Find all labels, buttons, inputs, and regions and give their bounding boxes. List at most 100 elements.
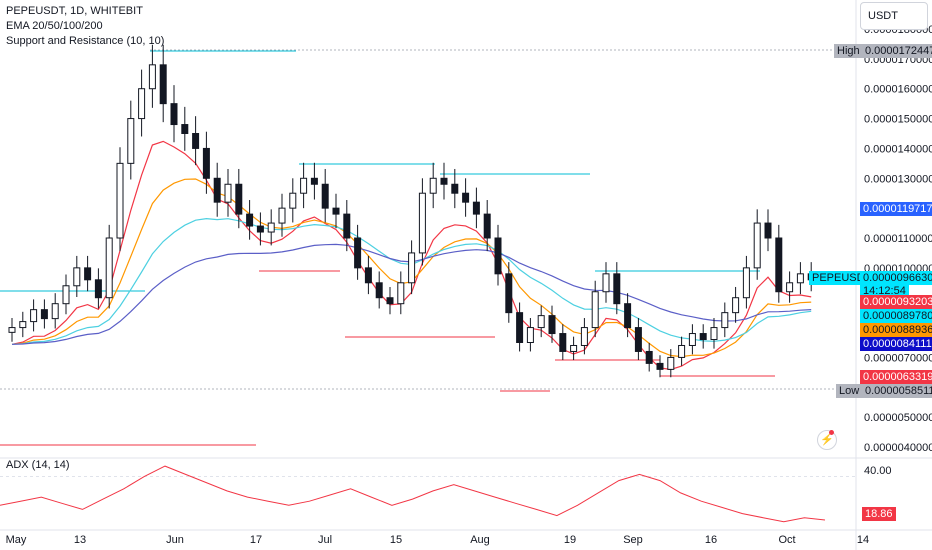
time-tick-label: 19	[564, 534, 576, 546]
time-tick-label: 14	[857, 534, 869, 546]
price-tick-label: 0.0000160000	[864, 84, 932, 96]
currency-button[interactable]: USDT	[860, 2, 928, 30]
candle-up	[62, 285, 70, 305]
candle-up	[591, 291, 599, 329]
price-tick-label: 0.0000040000	[864, 442, 932, 454]
candle-up	[138, 88, 146, 120]
candle-up	[73, 267, 81, 287]
candle-down	[559, 333, 567, 352]
candle-up	[278, 207, 286, 224]
candle-up	[105, 237, 113, 299]
candle-up	[602, 273, 610, 293]
time-tick-label: Aug	[470, 534, 490, 546]
symbol-legend[interactable]: PEPEUSDT, 1D, WHITEBIT	[6, 5, 143, 17]
candle-up	[721, 312, 729, 329]
candle-up	[300, 177, 308, 194]
candle-down	[192, 133, 200, 149]
candle-up	[418, 192, 426, 254]
adx-legend[interactable]: ADX (14, 14)	[6, 459, 70, 471]
candle-down	[548, 315, 556, 335]
candle-up	[667, 356, 675, 370]
candle-down	[256, 225, 264, 233]
candle-down	[645, 350, 653, 364]
ema20-tag: 0.0000093203	[860, 295, 932, 309]
candle-up	[688, 333, 696, 346]
high-value-tag: 0.0000172447	[862, 44, 932, 58]
candlesticks	[8, 44, 815, 378]
candle-down	[451, 183, 459, 194]
price-tick-label: 0.0000150000	[864, 114, 932, 126]
candle-down	[202, 147, 210, 179]
candle-down	[516, 312, 524, 343]
candle-down	[505, 273, 513, 314]
candle-down	[321, 183, 329, 209]
blue-price-tag: 0.0000119717	[860, 202, 932, 216]
candle-up	[570, 344, 578, 352]
time-tick-label: Jun	[166, 534, 184, 546]
low-value-tag: 0.0000058511	[862, 384, 932, 398]
candle-down	[483, 213, 491, 239]
candle-down	[181, 124, 189, 134]
time-tick-label: Jul	[318, 534, 332, 546]
candle-up	[526, 327, 534, 344]
candle-up	[537, 315, 545, 329]
candle-up	[429, 177, 437, 194]
candle-down	[634, 327, 642, 352]
adx-line	[0, 465, 826, 523]
adx-pane[interactable]	[0, 465, 856, 523]
candle-down	[310, 177, 318, 185]
time-tick-label: 17	[250, 534, 262, 546]
candle-down	[40, 309, 48, 320]
time-tick-label: Sep	[623, 534, 643, 546]
time-tick-label: 16	[705, 534, 717, 546]
price-tick-label: 0.0000050000	[864, 412, 932, 424]
candle-up	[742, 267, 750, 299]
ema-legend[interactable]: EMA 20/50/100/200	[6, 20, 103, 32]
candle-down	[364, 267, 372, 284]
candle-up	[19, 321, 27, 329]
symbol-tag: PEPEUSDT	[809, 271, 875, 285]
candle-down	[235, 183, 243, 215]
candle-up	[116, 162, 124, 239]
candle-up	[397, 282, 405, 305]
candle-down	[440, 177, 448, 185]
candle-down	[656, 362, 664, 370]
candle-down	[354, 237, 362, 269]
candle-up	[710, 327, 718, 341]
candle-down	[170, 103, 178, 126]
time-tick-label: 15	[390, 534, 402, 546]
low-label-tag: Low	[836, 384, 863, 398]
high-label-tag: High	[834, 44, 863, 58]
candle-up	[580, 327, 588, 346]
candle-down	[764, 222, 772, 239]
countdown-tag: 14:12:54	[860, 284, 909, 298]
candle-down	[472, 201, 480, 215]
candle-down	[613, 273, 621, 305]
candle-down	[213, 177, 221, 203]
candle-up	[796, 273, 804, 284]
candle-up	[8, 327, 16, 333]
candle-down	[494, 237, 502, 275]
candle-up	[289, 192, 297, 209]
adx-tick-label: 40.00	[864, 465, 892, 477]
candle-down	[462, 192, 470, 203]
candle-up	[408, 252, 416, 284]
ema50-tag: 0.0000089780	[860, 309, 932, 323]
candle-down	[332, 207, 340, 215]
candle-up	[678, 344, 686, 358]
candle-down	[246, 213, 254, 227]
candle-up	[224, 183, 232, 203]
lightning-icon[interactable]: ⚡	[817, 430, 837, 450]
axes: 0.00001800000.00001700000.00001600000.00…	[6, 24, 932, 546]
candle-up	[267, 222, 275, 233]
candle-up	[786, 282, 794, 293]
support-resistance-lines	[0, 49, 856, 446]
candle-down	[343, 213, 351, 239]
price-tick-label: 0.0000140000	[864, 143, 932, 155]
price-tick-label: 0.0000110000	[864, 233, 932, 245]
sr-legend[interactable]: Support and Resistance (10, 10)	[6, 35, 165, 47]
candle-up	[732, 297, 740, 314]
price-tick-label: 0.0000070000	[864, 352, 932, 364]
candle-down	[699, 333, 707, 341]
